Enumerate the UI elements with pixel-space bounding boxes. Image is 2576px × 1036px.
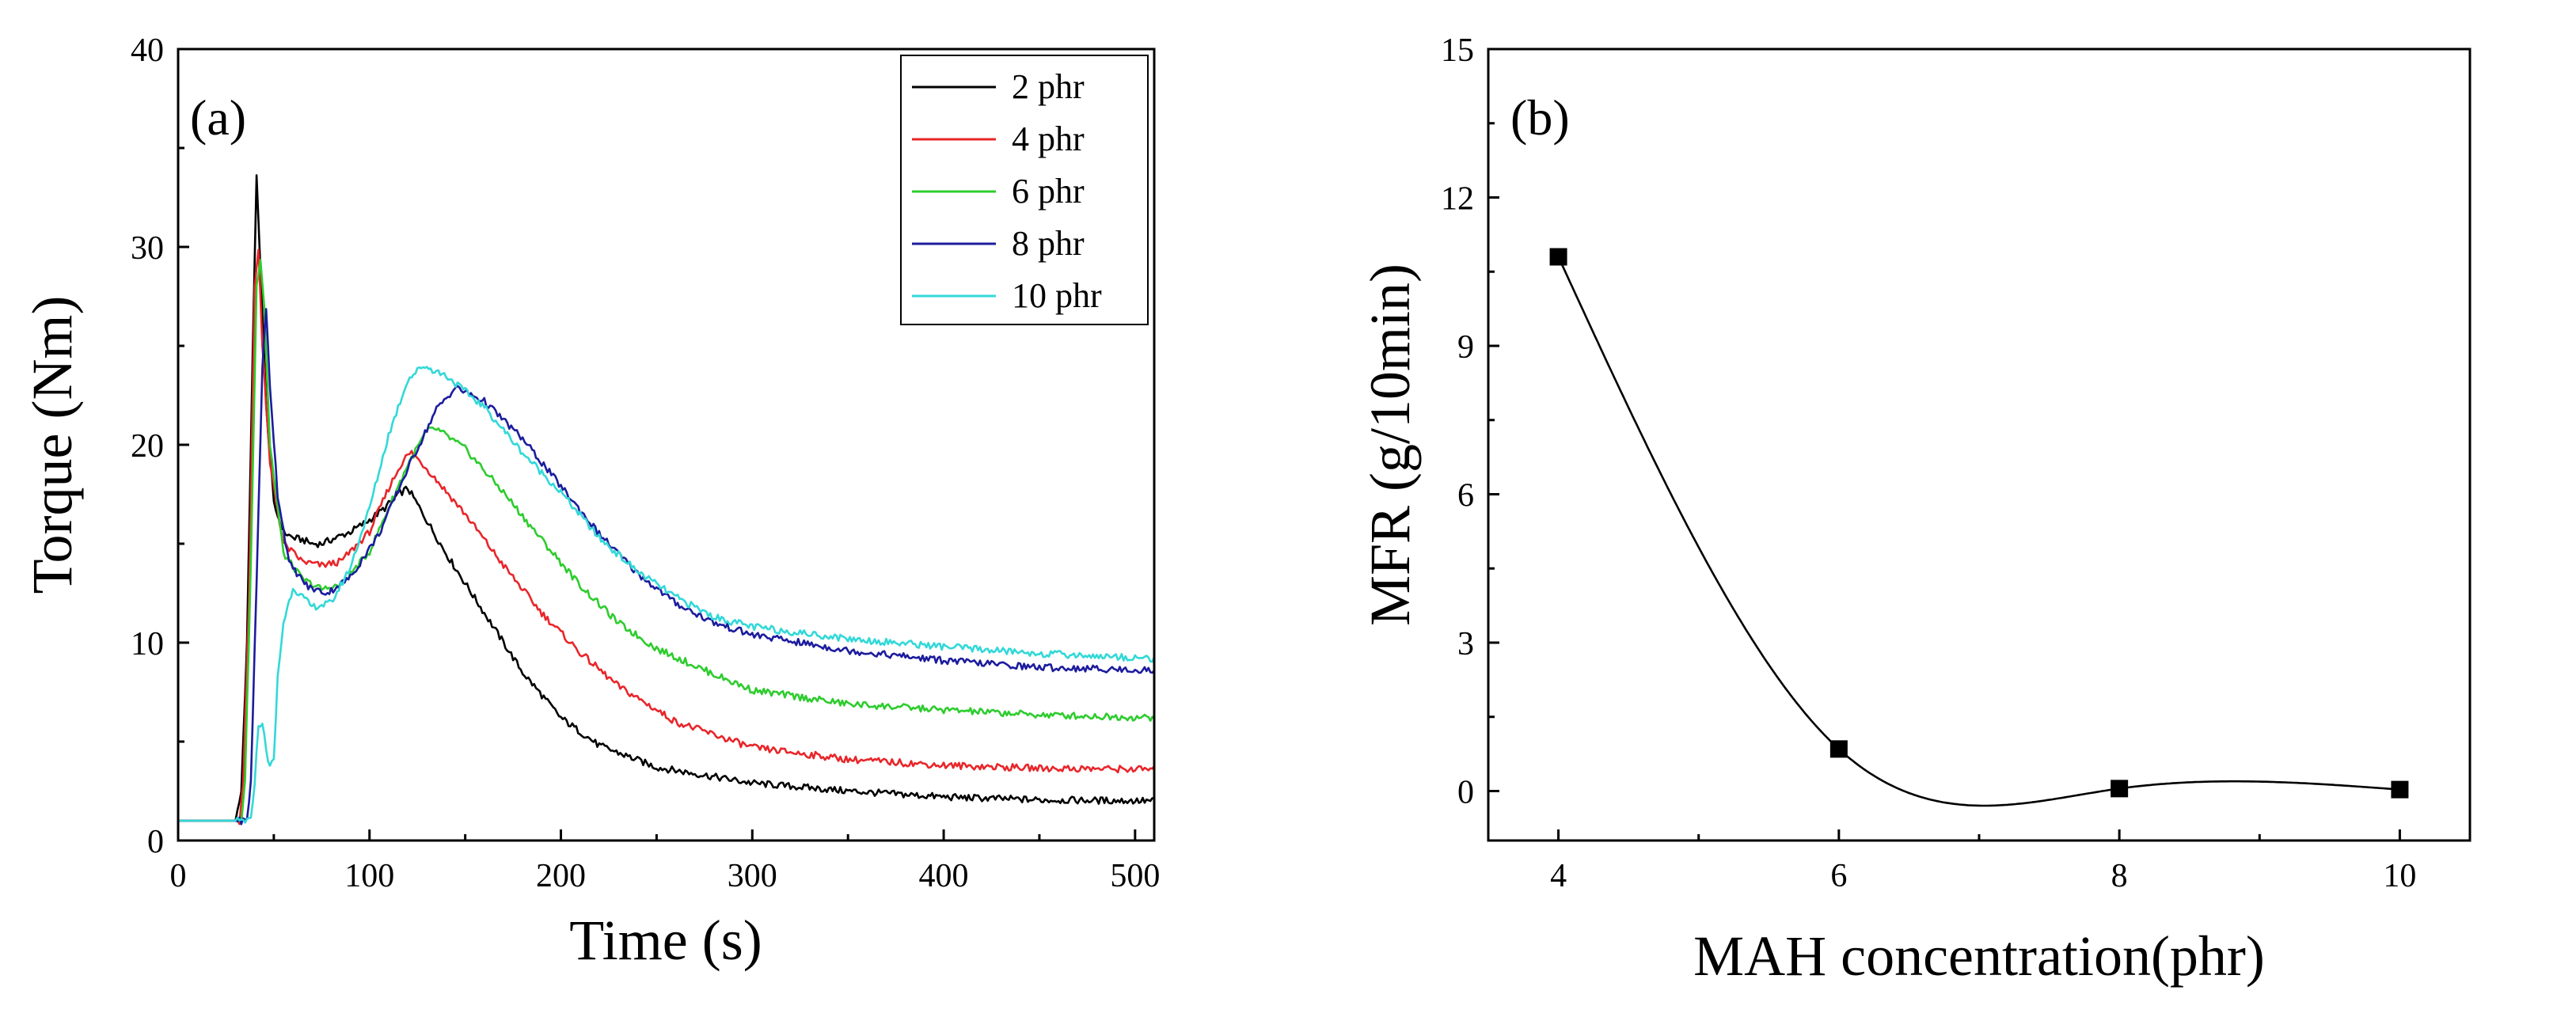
torque-y-tick-label: 10 [131, 626, 164, 662]
legend-label-2-phr: 2 phr [1012, 67, 1085, 106]
torque-y-tick-label: 30 [131, 230, 164, 267]
mfr-point-marker [2111, 780, 2129, 798]
mfr-y-axis-title: MFR (g/10min) [1358, 264, 1422, 626]
mfr-series-group [1549, 248, 2409, 807]
panel-label-b: (b) [1510, 89, 1570, 146]
torque-x-axis-title: Time (s) [569, 909, 762, 972]
torque-line-2-phr [178, 174, 1155, 822]
mfr-y-tick-label: 3 [1457, 626, 1474, 662]
torque-legend-box [900, 55, 1149, 325]
torque-line-4-phr [178, 249, 1156, 825]
mfr-y-tick-label: 9 [1457, 329, 1474, 366]
mfr-x-axis-title: MAH concentration(phr) [1693, 924, 2265, 988]
mfr-curve [1557, 256, 2400, 807]
panel-label-a: (a) [190, 89, 246, 146]
mfr-chart: (b) 4 6 8 10 0 3 6 9 12 15 MAH concentration(phr… [1358, 32, 2472, 988]
torque-x-tick-label: 200 [536, 858, 586, 894]
mfr-x-tick-label: 10 [2383, 858, 2416, 894]
legend-label-10-phr: 10 phr [1012, 276, 1102, 315]
torque-y-tick-label: 40 [131, 32, 164, 69]
torque-x-tick-label: 400 [919, 858, 969, 894]
torque-legend: 2 phr 4 phr 6 phr 8 phr 10 phr [900, 55, 1149, 325]
mfr-y-tick-label: 0 [1457, 775, 1474, 811]
mfr-x-tick-label: 8 [2111, 858, 2128, 894]
torque-x-tick-label: 300 [728, 858, 777, 894]
torque-series-group [178, 174, 1156, 825]
torque-x-tick-label: 100 [344, 858, 394, 894]
mfr-plot-frame [1487, 47, 2472, 842]
mfr-point-marker [1829, 740, 1848, 758]
mfr-y-tick-label: 12 [1441, 181, 1474, 218]
mfr-x-tick-label: 4 [1550, 858, 1567, 894]
torque-y-axis: 0 10 20 30 40 [131, 32, 189, 860]
torque-y-tick-label: 0 [147, 824, 164, 860]
legend-label-8-phr: 8 phr [1012, 224, 1085, 263]
torque-x-tick-label: 0 [170, 858, 187, 894]
torque-y-tick-label: 20 [131, 428, 164, 465]
torque-x-axis: 0 100 200 300 400 500 [170, 829, 1160, 894]
legend-label-4-phr: 4 phr [1012, 120, 1085, 158]
mfr-y-axis: 0 3 6 9 12 15 [1441, 32, 1499, 811]
mfr-y-tick-label: 15 [1441, 32, 1474, 69]
mfr-point-marker [2391, 780, 2409, 799]
torque-y-axis-title: Torque (Nm) [21, 296, 84, 594]
mfr-y-tick-label: 6 [1457, 478, 1474, 514]
torque-line-10-phr [178, 366, 1156, 824]
mfr-point-marker [1549, 248, 1567, 266]
mfr-x-tick-label: 6 [1830, 858, 1847, 894]
legend-label-6-phr: 6 phr [1012, 172, 1085, 211]
torque-x-tick-label: 500 [1110, 858, 1160, 894]
mfr-x-axis: 4 6 8 10 [1550, 829, 2416, 894]
